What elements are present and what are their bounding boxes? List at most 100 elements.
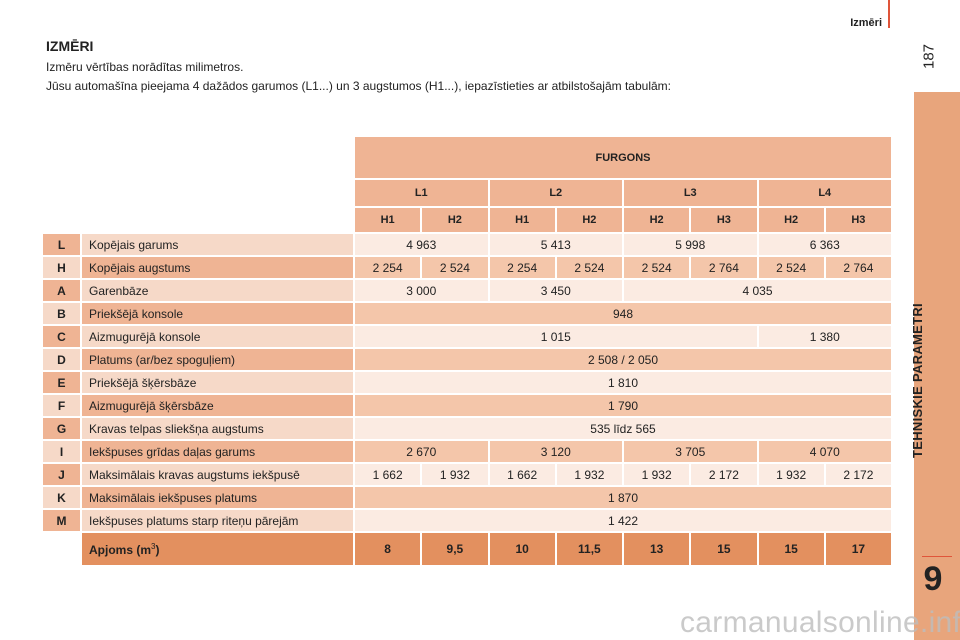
height-header: H2 (422, 208, 488, 232)
dimension-label: Priekšējā konsole (82, 303, 353, 324)
dimension-code: A (43, 280, 80, 301)
dimension-code: D (43, 349, 80, 370)
table-row: E Priekšējā šķērsbāze 1 810 (43, 372, 891, 393)
dimension-value: 948 (355, 303, 891, 324)
dimension-label: Kravas telpas sliekšņa augstums (82, 418, 353, 439)
table-row: I Iekšpuses grīdas daļas garums 2 670 3 120… (43, 441, 891, 462)
header-row: FURGONS (43, 137, 891, 178)
height-row: H1 H2 H1 H2 H2 H3 H2 H3 (43, 208, 891, 232)
volume-label: Apjoms (m3) (82, 533, 353, 565)
dimension-value: 2 524 (556, 257, 622, 278)
dimension-value: 1 932 (758, 464, 824, 485)
page-number: 187 (920, 43, 938, 70)
watermark: carmanualsonline.info (680, 606, 960, 639)
volume-unit-exponent: 3 (151, 541, 156, 551)
dimension-value: 2 764 (691, 257, 757, 278)
dimension-label: Iekšpuses grīdas daļas garums (82, 441, 353, 462)
dimension-code: J (43, 464, 80, 485)
dimension-code: L (43, 234, 80, 255)
dimension-code: F (43, 395, 80, 416)
dimension-value: 535 līdz 565 (355, 418, 891, 439)
table-row: L Kopējais garums 4 963 5 413 5 998 6 363 (43, 234, 891, 255)
dimension-value: 2 524 (422, 257, 488, 278)
length-header: L2 (489, 180, 622, 206)
table-row: C Aizmugurējā konsole 1 015 1 380 (43, 326, 891, 347)
intro-text: Jūsu automašīna pieejama 4 dažādos garum… (46, 79, 671, 93)
dimension-label: Kopējais augstums (82, 257, 353, 278)
volume-value: 17 (825, 533, 891, 565)
dimension-code: E (43, 372, 80, 393)
height-header: H2 (556, 208, 622, 232)
volume-value: 10 (489, 533, 555, 565)
dimension-code: I (43, 441, 80, 462)
volume-value: 15 (758, 533, 824, 565)
dimension-value: 3 450 (489, 280, 622, 301)
dimension-value: 1 662 (489, 464, 555, 485)
chapter-number: 9 (923, 560, 943, 598)
dimension-value: 1 870 (355, 487, 891, 508)
dimension-value: 2 254 (489, 257, 555, 278)
dimension-value: 5 998 (624, 234, 757, 255)
dimension-label: Kopējais garums (82, 234, 353, 255)
dimension-value: 1 790 (355, 395, 891, 416)
table-row: K Maksimālais iekšpuses platums 1 870 (43, 487, 891, 508)
dimension-value: 4 070 (758, 441, 891, 462)
chapter-tab (914, 92, 960, 640)
dimension-code: G (43, 418, 80, 439)
volume-value: 13 (624, 533, 690, 565)
dimension-value: 1 422 (355, 510, 891, 531)
empty-cell (43, 208, 353, 232)
table-row: D Platums (ar/bez spoguļiem) 2 508 / 2 050 (43, 349, 891, 370)
volume-label-text: Apjoms (m (89, 542, 152, 557)
dimension-value: 3 000 (355, 280, 488, 301)
length-header: L4 (758, 180, 891, 206)
dimension-label: Aizmugurējā šķērsbāze (82, 395, 353, 416)
dimension-value: 4 035 (624, 280, 891, 301)
table-row: J Maksimālais kravas augstums iekšpusē 1 6… (43, 464, 891, 485)
dimension-code: M (43, 510, 80, 531)
height-header: H2 (758, 208, 824, 232)
dimension-code: B (43, 303, 80, 324)
dimension-value: 1 015 (355, 326, 757, 347)
dimension-value: 2 254 (355, 257, 421, 278)
dimension-value: 6 363 (758, 234, 891, 255)
chapter-divider (922, 556, 952, 557)
length-row: L1 L2 L3 L4 (43, 180, 891, 206)
volume-value: 8 (355, 533, 421, 565)
dimension-value: 2 172 (691, 464, 757, 485)
length-header: L3 (624, 180, 757, 206)
dimension-label: Maksimālais iekšpuses platums (82, 487, 353, 508)
dimension-value: 1 932 (422, 464, 488, 485)
dimensions-table: FURGONS L1 L2 L3 L4 H1 H2 H1 H2 H2 H3 H2 H3 L Kopējais… (41, 135, 893, 567)
section-header: Izmēri (850, 17, 882, 29)
dimension-value: 2 764 (825, 257, 891, 278)
dimension-value: 1 662 (355, 464, 421, 485)
height-header: H3 (691, 208, 757, 232)
dimension-value: 4 963 (355, 234, 488, 255)
table-row: H Kopējais augstums 2 254 2 524 2 254 2 524 2 … (43, 257, 891, 278)
volume-value: 15 (691, 533, 757, 565)
dimension-value: 2 508 / 2 050 (355, 349, 891, 370)
height-header: H3 (825, 208, 891, 232)
dimension-label: Iekšpuses platums starp riteņu pārejām (82, 510, 353, 531)
dimension-value: 1 380 (758, 326, 891, 347)
dimension-value: 3 705 (624, 441, 757, 462)
table-row: G Kravas telpas sliekšņa augstums 535 līdz… (43, 418, 891, 439)
volume-value: 11,5 (556, 533, 622, 565)
volume-value: 9,5 (422, 533, 488, 565)
intro-text: Izmēru vērtības norādītas milimetros. (46, 60, 244, 74)
volume-label-close: ) (155, 542, 160, 557)
length-header: L1 (355, 180, 488, 206)
volume-row: Apjoms (m3) 8 9,5 10 11,5 13 15 15 17 (43, 533, 891, 565)
height-header: H1 (355, 208, 421, 232)
dimension-value: 2 524 (624, 257, 690, 278)
dimension-code: C (43, 326, 80, 347)
dimension-value: 1 810 (355, 372, 891, 393)
dimension-code: H (43, 257, 80, 278)
header-divider (888, 0, 890, 28)
table-row: A Garenbāze 3 000 3 450 4 035 (43, 280, 891, 301)
dimension-value: 5 413 (489, 234, 622, 255)
dimension-value: 1 932 (624, 464, 690, 485)
table-row: M Iekšpuses platums starp riteņu pārejām 1… (43, 510, 891, 531)
empty-cell (43, 180, 353, 206)
